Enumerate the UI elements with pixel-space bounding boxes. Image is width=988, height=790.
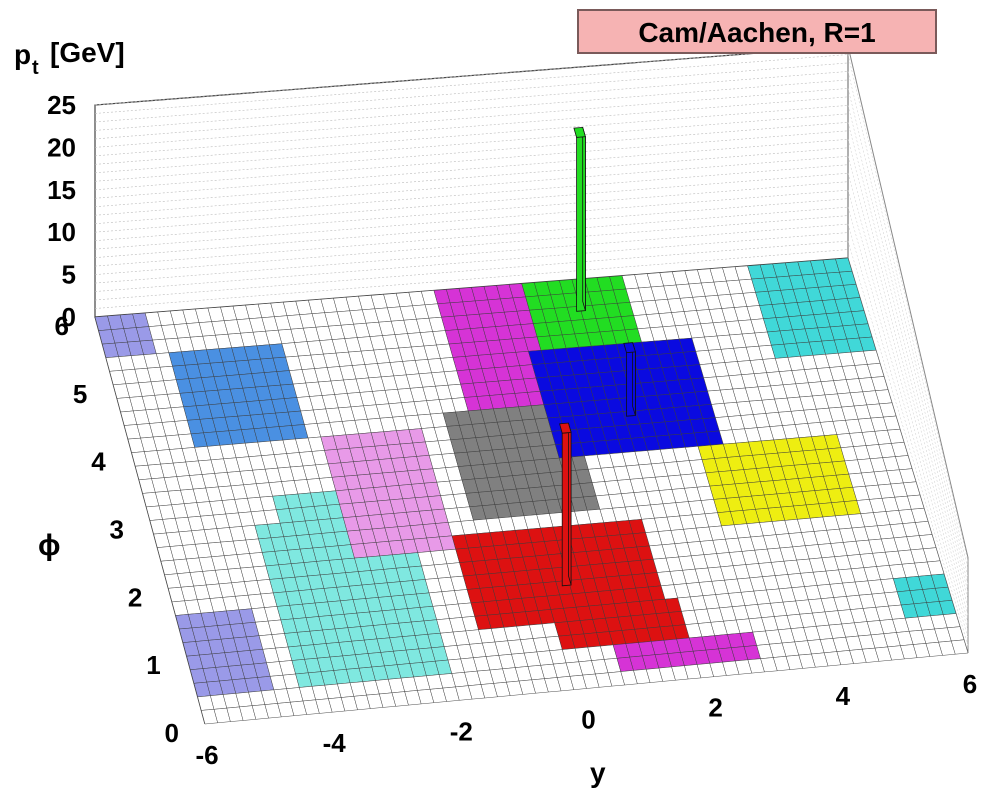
back-wall-gridline bbox=[94, 105, 849, 165]
z-axis-label-unit: [GeV] bbox=[50, 37, 125, 68]
back-wall-gridline bbox=[94, 172, 849, 233]
z-axis-label-main: p bbox=[14, 39, 31, 70]
back-wall-gridline bbox=[94, 130, 849, 191]
phi-tick-label: 3 bbox=[110, 515, 124, 545]
x-tick-label: 4 bbox=[836, 681, 851, 711]
pt-tick-label: 25 bbox=[47, 90, 76, 120]
tower-side-face bbox=[582, 127, 586, 311]
x-tick-label: 6 bbox=[963, 669, 977, 699]
x-axis-title: y bbox=[590, 757, 606, 788]
pt-tower bbox=[573, 126, 586, 312]
pt-tick-label: 15 bbox=[47, 175, 76, 205]
pt-tower bbox=[559, 422, 572, 587]
phi-tick-label: 6 bbox=[55, 311, 69, 341]
side-wall-gridline bbox=[847, 122, 969, 593]
back-wall-gridline bbox=[94, 215, 849, 275]
phi-tick-label: 4 bbox=[91, 447, 106, 477]
side-wall-gridline bbox=[847, 71, 969, 570]
z-axis-label-sub: t bbox=[32, 57, 39, 79]
back-wall-gridline bbox=[94, 181, 849, 241]
back-wall-gridline bbox=[94, 54, 849, 114]
back-wall-gridline bbox=[94, 232, 849, 292]
x-tick-label: 2 bbox=[708, 693, 722, 723]
back-wall-gridline bbox=[94, 71, 849, 131]
back-wall-gridline bbox=[94, 240, 849, 301]
chart-title: Cam/Aachen, R=1 bbox=[638, 17, 875, 48]
floor-cell bbox=[951, 639, 969, 655]
back-wall-gridline bbox=[94, 62, 849, 123]
x-tick-label: -4 bbox=[323, 728, 347, 758]
tower-top-face bbox=[559, 422, 572, 434]
x-tick-label: -6 bbox=[195, 740, 218, 770]
phi-tick-label: 1 bbox=[146, 650, 160, 680]
pt-towers bbox=[559, 126, 636, 587]
back-wall-gridline bbox=[94, 79, 849, 140]
phi-tick-label: 5 bbox=[73, 379, 87, 409]
tower-top-face bbox=[573, 126, 586, 138]
back-wall-gridline bbox=[94, 189, 849, 250]
back-wall-gridline bbox=[94, 249, 849, 309]
back-wall-gridline bbox=[94, 164, 849, 225]
back-wall-gridline bbox=[94, 206, 849, 267]
pt-tick-label: 20 bbox=[47, 132, 76, 162]
back-wall bbox=[94, 45, 969, 725]
pt-tick-label: 5 bbox=[62, 260, 76, 290]
back-wall-gridline bbox=[94, 113, 849, 174]
phi-tick-label: 0 bbox=[165, 718, 179, 748]
x-tick-label: -2 bbox=[450, 716, 473, 746]
side-wall-gridline bbox=[847, 173, 969, 615]
back-wall-gridline bbox=[94, 223, 849, 284]
side-wall-gridline bbox=[847, 139, 969, 600]
title-box: Cam/Aachen, R=1 bbox=[577, 9, 937, 54]
back-wall-gridline bbox=[94, 147, 849, 208]
back-wall-gridline bbox=[94, 96, 849, 157]
back-wall-gridline bbox=[94, 138, 849, 199]
side-wall-gridline bbox=[847, 54, 969, 562]
tower-side-face bbox=[632, 342, 636, 416]
back-wall-gridline bbox=[94, 45, 849, 106]
side-wall-gridline bbox=[847, 190, 969, 623]
floor-grid bbox=[94, 257, 969, 725]
phi-tick-label: 2 bbox=[128, 582, 142, 612]
back-wall-gridline bbox=[94, 155, 849, 216]
y-axis-title: ϕ bbox=[38, 529, 61, 562]
tower-top-face bbox=[623, 342, 636, 354]
side-wall-gridline bbox=[847, 207, 969, 631]
side-wall-gridline bbox=[847, 156, 969, 608]
x-tick-label: 0 bbox=[581, 705, 595, 735]
z-axis-title: p t [GeV] bbox=[14, 37, 125, 79]
pt-tower bbox=[623, 342, 636, 417]
pt-tick-label: 10 bbox=[47, 217, 76, 247]
tower-side-face bbox=[568, 422, 572, 586]
back-wall-gridline bbox=[94, 88, 849, 148]
pt-tick-label: 0 bbox=[62, 302, 76, 332]
back-wall-gridline bbox=[94, 122, 849, 182]
back-wall-gridline bbox=[94, 198, 849, 258]
